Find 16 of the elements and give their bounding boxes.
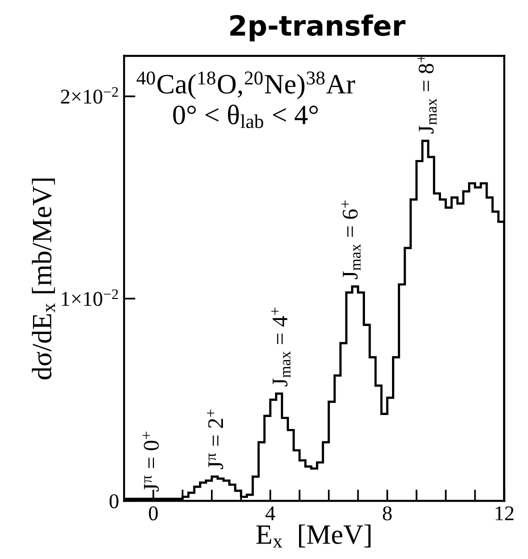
- annotation: J$_{max}$ = 4$^{+}$: [271, 308, 290, 386]
- annotation: J$^{π}$ = 2$^{+}$: [207, 410, 224, 470]
- x-tick-label: 0: [148, 506, 158, 520]
- x-tick-label: 12: [496, 506, 514, 520]
- x-axis-title: E$_{x}$ [MeV]: [256, 524, 371, 548]
- annotation: 0° < θ$_{lab}$ < 4°: [173, 104, 318, 128]
- y-tick-label: 2×10$^{−2}$: [60, 87, 118, 104]
- annotation: $^{40}$Ca($^{18}$O,$^{20}$Ne)$^{38}$Ar: [136, 71, 356, 100]
- chart-title: 2p-transfer: [230, 14, 406, 42]
- y-tick-label: 1×10$^{−2}$: [62, 289, 118, 306]
- x-tick-label: 8: [382, 506, 392, 520]
- y-tick-label: 0: [110, 494, 118, 508]
- annotation: J$_{max}$ = 6$^{+}$: [342, 200, 361, 280]
- x-tick-label: 4: [265, 506, 276, 520]
- y-axis-title: dσ/dE$_{x}$ [mb/MeV]: [32, 178, 56, 380]
- annotation: J$^{π}$ = 0$^{+}$: [142, 432, 159, 492]
